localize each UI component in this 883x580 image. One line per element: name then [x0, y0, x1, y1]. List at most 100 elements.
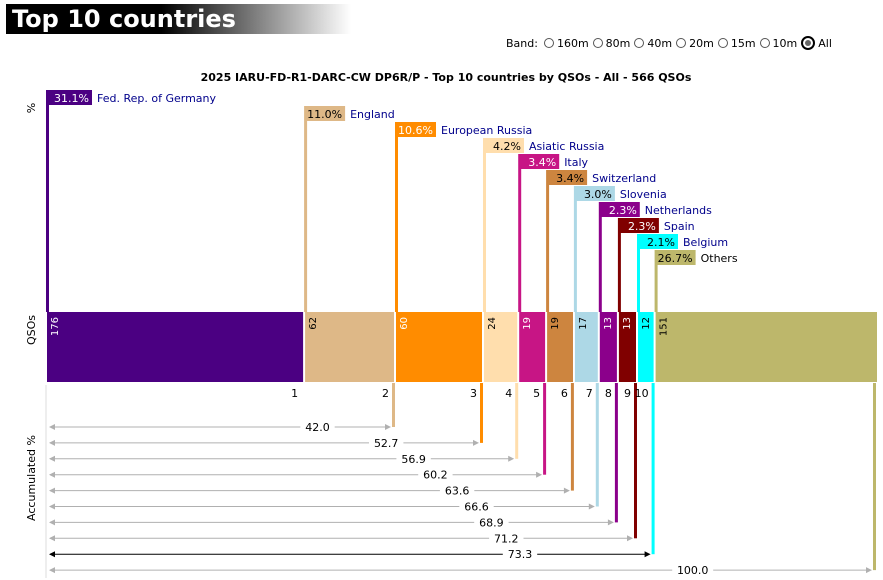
accumulated-label-bg: [502, 548, 538, 561]
qso-bar: [599, 312, 617, 382]
country-label: Spain: [664, 220, 695, 233]
qso-count-label: 17: [578, 317, 589, 330]
accumulated-stem: [570, 383, 574, 491]
accumulated-stem: [595, 383, 599, 507]
qso-count-label: 176: [50, 317, 61, 336]
percent-badge: [599, 202, 640, 217]
band-option-10m[interactable]: 10m: [758, 36, 798, 50]
country-label: England: [350, 108, 395, 121]
band-option-label: 40m: [647, 36, 673, 50]
percent-stem: [573, 186, 577, 312]
accumulated-label: 60.2: [423, 469, 448, 482]
qso-bar: [574, 312, 598, 382]
accumulated-arrow-head-right: [607, 519, 614, 526]
band-option-label: 80m: [605, 36, 631, 50]
band-option-20m[interactable]: 20m: [674, 37, 714, 50]
accumulated-label: 63.6: [445, 485, 470, 498]
accumulated-arrow-head-left: [49, 424, 55, 430]
percent-badge: [519, 154, 560, 169]
radio-all[interactable]: [801, 36, 816, 50]
band-option-all[interactable]: All: [799, 36, 832, 50]
percent-label: 4.2%: [493, 140, 521, 153]
percent-label: 2.1%: [647, 236, 675, 249]
band-option-15m[interactable]: 15m: [716, 37, 756, 50]
percent-stem: [637, 234, 640, 312]
percent-badge: [655, 250, 696, 265]
band-option-40m[interactable]: 40m: [632, 37, 672, 50]
qso-bar: [638, 312, 654, 382]
percent-stem: [46, 90, 49, 312]
accumulated-stem: [614, 383, 618, 523]
accumulated-arrow-head-left: [49, 487, 55, 494]
band-option-160m[interactable]: 160m: [542, 37, 589, 50]
accumulated-arrow-head-left: [49, 455, 55, 462]
percent-axis-label: %: [25, 103, 38, 113]
qso-count-label: 13: [622, 317, 633, 330]
accumulated-label-bg: [439, 484, 475, 497]
country-label: European Russia: [441, 124, 532, 137]
percent-stem: [617, 218, 621, 312]
percent-label: 3.4%: [528, 156, 556, 169]
radio-10m[interactable]: [759, 38, 770, 48]
accumulated-label-bg: [369, 436, 404, 449]
accumulated-arrow-head-left: [49, 567, 55, 574]
accumulated-label-bg: [459, 500, 494, 513]
accumulated-arrow-head-right: [508, 455, 515, 462]
country-label: Others: [701, 252, 738, 265]
accumulated-stem: [634, 383, 637, 539]
accumulated-arrow-head-right: [536, 471, 543, 478]
band-option-label: 20m: [689, 36, 714, 50]
rank-label: 3: [470, 387, 477, 400]
percent-stem: [304, 106, 308, 312]
rank-label: 2: [382, 387, 389, 400]
radio-15m[interactable]: [717, 38, 728, 48]
accumulated-label-bg: [396, 452, 431, 465]
accumulated-stem: [515, 383, 519, 459]
band-option-80m[interactable]: 80m: [591, 36, 631, 50]
accumulated-label-bg: [474, 516, 509, 529]
accumulated-arrow-head-right: [866, 567, 872, 574]
percent-badge: [47, 90, 92, 105]
qso-count-label: 12: [641, 317, 652, 330]
band-label: Band:: [506, 36, 538, 50]
accumulated-label: 52.7: [374, 437, 399, 450]
radio-40m[interactable]: [634, 38, 645, 48]
percent-stem: [483, 138, 486, 312]
accumulated-arrow-head-right: [563, 487, 570, 494]
accumulated-arrow-head-left: [49, 471, 55, 478]
qso-count-label: 19: [522, 317, 533, 330]
accumulated-stem: [873, 383, 876, 571]
radio-80m[interactable]: [592, 38, 603, 48]
accumulated-stem: [480, 383, 483, 443]
accumulated-label-bg: [418, 468, 453, 481]
country-label: Fed. Rep. of Germany: [97, 92, 217, 105]
percent-badge: [574, 186, 615, 201]
accumulated-label-bg: [300, 421, 335, 433]
band-selector: Band: 160m 80m 40m 20m 15m 10m All: [506, 36, 834, 50]
percent-badge: [547, 170, 588, 185]
radio-20m[interactable]: [676, 38, 687, 48]
percent-stem: [546, 170, 550, 312]
qso-count-label: 60: [399, 317, 410, 330]
accumulated-arrow-head-right: [588, 503, 595, 510]
percent-label: 31.1%: [54, 92, 89, 105]
country-label: Asiatic Russia: [529, 140, 604, 153]
qsos-axis-label: QSOs: [25, 315, 38, 345]
accumulated-label: 56.9: [401, 453, 426, 466]
accumulated-arrow-head-left: [49, 551, 55, 558]
accumulated-arrow-head-left: [49, 519, 55, 526]
accumulated-label-bg: [672, 564, 714, 577]
page-title: Top 10 countries: [6, 4, 351, 34]
band-option-label: 10m: [772, 36, 798, 50]
accumulated-label: 71.2: [494, 532, 519, 545]
band-option-label: 15m: [730, 36, 756, 50]
percent-label: 2.3%: [609, 204, 637, 217]
accumulated-arrow-head-left: [49, 439, 55, 446]
accumulated-stem: [392, 383, 395, 427]
qso-bar: [305, 312, 394, 382]
percent-label: 26.7%: [658, 252, 693, 265]
accumulated-arrow-head-right: [385, 424, 391, 430]
country-label: Switzerland: [592, 172, 656, 185]
radio-160m[interactable]: [543, 38, 554, 48]
band-option-label: All: [818, 36, 832, 50]
